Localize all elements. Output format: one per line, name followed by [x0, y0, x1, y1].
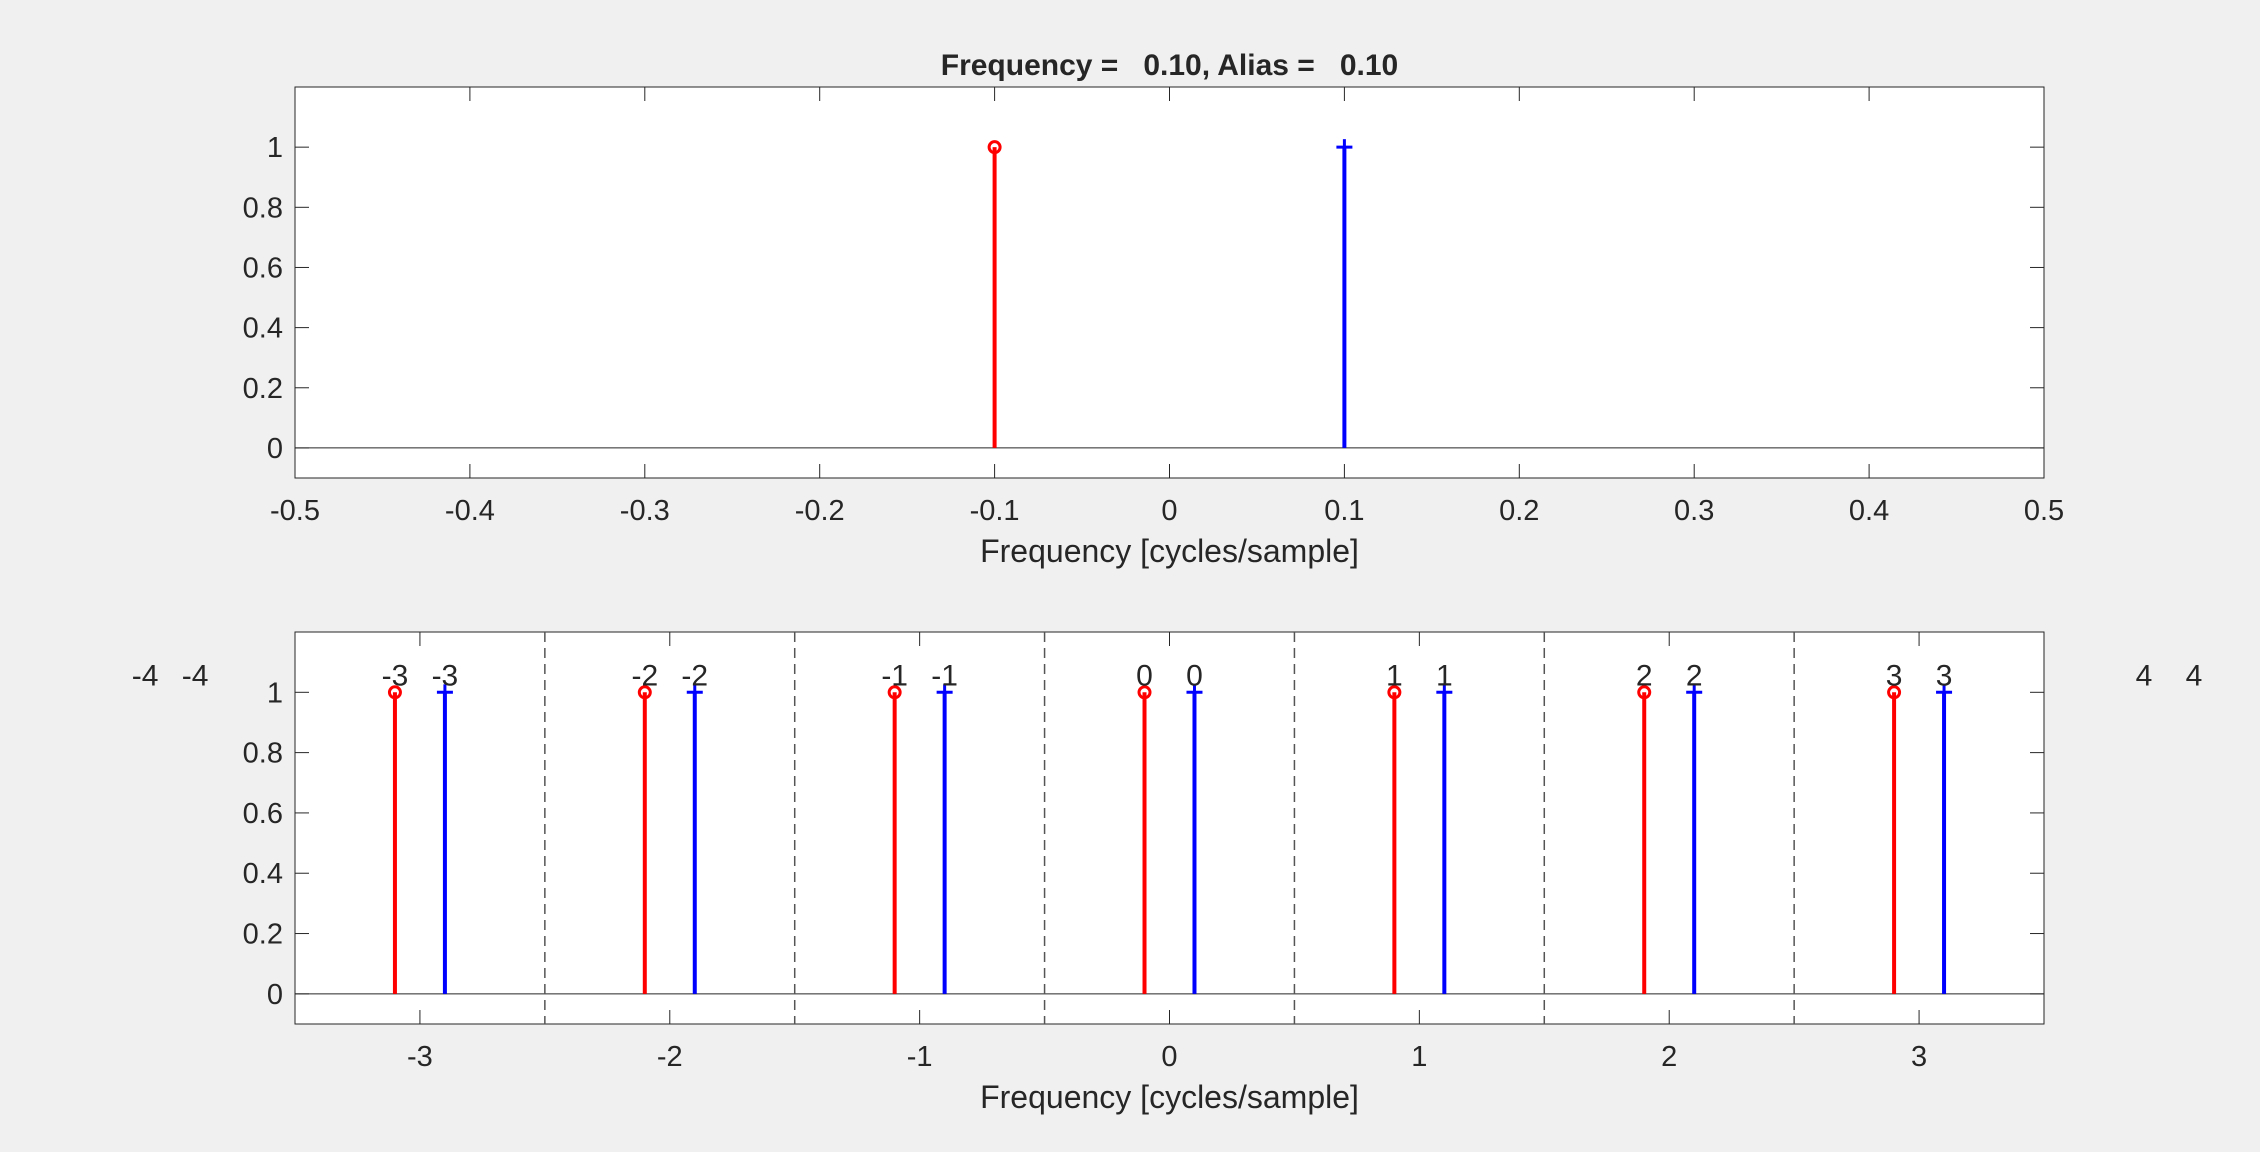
red-stem — [987, 140, 1002, 448]
blue-stem — [1686, 684, 1703, 994]
harmonic-label: -3 — [382, 659, 409, 692]
circle-marker — [1637, 685, 1652, 700]
red-stem — [1887, 685, 1902, 994]
y-tick-label: 0.8 — [243, 738, 283, 770]
x-tick-label: 0 — [1161, 1041, 1177, 1073]
x-tick-label: -0.3 — [620, 495, 670, 527]
x-tick-label: 0.1 — [1324, 495, 1364, 527]
x-tick-label: -0.4 — [445, 495, 495, 527]
y-tick-label: 1 — [267, 677, 283, 709]
x-tick-label: -0.2 — [795, 495, 845, 527]
circle-marker — [1887, 685, 1902, 700]
x-tick-label: -2 — [657, 1041, 683, 1073]
x-tick-label: -3 — [407, 1041, 433, 1073]
blue-stem — [1436, 684, 1453, 994]
harmonic-label: -1 — [931, 659, 958, 692]
harmonic-label: 4 — [2136, 659, 2153, 692]
blue-stem — [936, 684, 953, 994]
x-tick-label: 0.4 — [1849, 495, 1889, 527]
harmonic-label: 3 — [1936, 659, 1953, 692]
chart-1: -0.5 -0.4 -0.3 -0.2 -0.1 0 0.1 0.2 0.3 0.4 0.5 0 0.2… — [243, 49, 2064, 569]
harmonic-label: 2 — [1636, 659, 1653, 692]
x-tick-label: 2 — [1661, 1041, 1677, 1073]
blue-stem — [436, 684, 453, 994]
circle-marker — [1137, 685, 1152, 700]
harmonic-label: 0 — [1186, 659, 1203, 692]
circle-marker — [1387, 685, 1402, 700]
harmonic-label: 2 — [1686, 659, 1703, 692]
chart-title: Frequency = 0.10, Alias = 0.10 — [941, 49, 1398, 82]
harmonic-label: 1 — [1386, 659, 1403, 692]
harmonic-label: -4 — [182, 659, 209, 692]
y-tick-label: 0.6 — [243, 798, 283, 830]
y-tick-label: 0.6 — [243, 252, 283, 284]
x-tick-label: 0.2 — [1499, 495, 1539, 527]
x-tick-label: 0 — [1161, 495, 1177, 527]
chart-2: -3 -2 -1 0 1 2 3 0 0.2 0.4 0.6 0.8 1 -4 -4 -3 -3 -2 -2 -1 -1… — [132, 631, 2203, 1115]
harmonic-label: -3 — [432, 659, 459, 692]
harmonic-label: 3 — [1886, 659, 1903, 692]
harmonic-label: 0 — [1136, 659, 1153, 692]
y-tick-label: 0.4 — [243, 858, 283, 890]
x-tick-label: 3 — [1911, 1041, 1927, 1073]
circle-marker — [887, 685, 902, 700]
x-axis-label: Frequency [cycles/sample] — [980, 1079, 1359, 1115]
circle-marker — [987, 140, 1002, 155]
harmonic-label: -1 — [881, 659, 908, 692]
blue-stem — [1186, 684, 1203, 994]
circle-marker — [637, 685, 652, 700]
y-tick-label: 0.2 — [243, 919, 283, 951]
x-tick-label: 0.5 — [2024, 495, 2064, 527]
y-tick-label: 0.4 — [243, 313, 283, 345]
red-stem — [387, 685, 402, 994]
x-axis-label: Frequency [cycles/sample] — [980, 533, 1359, 569]
x-tick-label: 1 — [1411, 1041, 1427, 1073]
harmonic-label: -2 — [681, 659, 708, 692]
x-tick-label: 0.3 — [1674, 495, 1714, 527]
harmonic-label: 1 — [1436, 659, 1453, 692]
x-tick-label: -0.1 — [970, 495, 1020, 527]
harmonic-label: -2 — [631, 659, 658, 692]
red-stem — [1137, 685, 1152, 994]
y-tick-label: 0.8 — [243, 192, 283, 224]
y-tick-label: 0.2 — [243, 373, 283, 405]
red-stem — [1637, 685, 1652, 994]
blue-stem — [1336, 139, 1353, 448]
y-tick-label: 1 — [267, 132, 283, 164]
x-tick-label: -1 — [907, 1041, 933, 1073]
x-tick-label: -0.5 — [270, 495, 320, 527]
plot-area — [294, 86, 2045, 479]
red-stem — [887, 685, 902, 994]
harmonic-label: 4 — [2186, 659, 2203, 692]
circle-marker — [387, 685, 402, 700]
y-tick-label: 0 — [267, 979, 283, 1011]
plot-area — [294, 631, 2045, 1025]
blue-stem — [1936, 684, 1953, 994]
red-stem — [637, 685, 652, 994]
red-stem — [1387, 685, 1402, 994]
y-tick-label: 0 — [267, 433, 283, 465]
blue-stem — [686, 684, 703, 994]
harmonic-label: -4 — [132, 659, 159, 692]
